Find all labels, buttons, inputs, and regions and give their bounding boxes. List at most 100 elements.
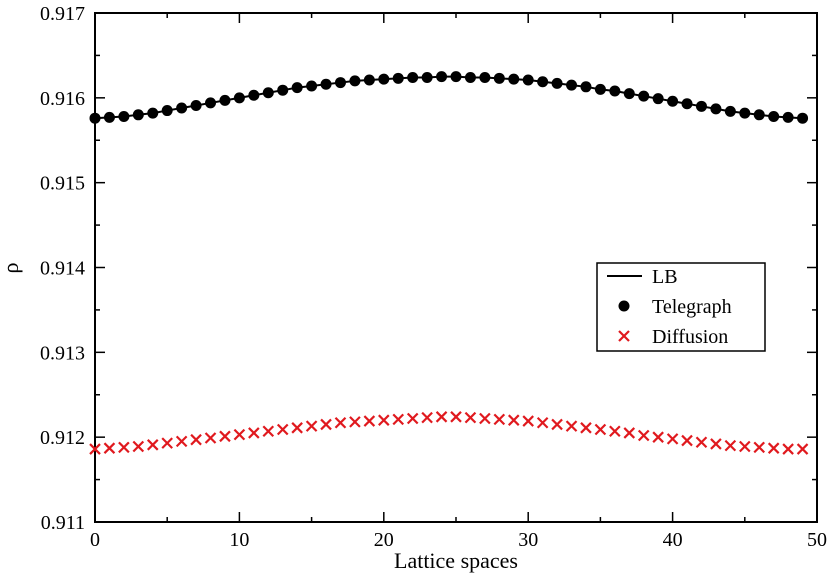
x-tick-label: 40	[663, 529, 683, 551]
y-tick-label: 0.912	[40, 427, 85, 449]
data-point	[479, 412, 491, 425]
data-point	[479, 71, 491, 83]
data-point	[767, 442, 780, 454]
data-point	[103, 111, 115, 123]
data-point	[406, 412, 419, 425]
data-point	[724, 439, 737, 452]
data-point	[782, 111, 794, 123]
data-point	[739, 440, 751, 453]
data-point	[638, 90, 650, 102]
data-point	[132, 440, 145, 453]
data-point	[176, 102, 188, 114]
data-point	[407, 71, 419, 83]
data-point	[537, 76, 549, 88]
legend-lb-label: LB	[652, 266, 678, 288]
data-point	[89, 443, 101, 455]
data-point	[233, 428, 246, 441]
data-point	[146, 439, 159, 451]
data-point	[219, 430, 231, 443]
data-point	[103, 442, 116, 454]
data-point	[753, 441, 766, 454]
data-point	[666, 433, 679, 445]
y-tick-label: 0.917	[40, 3, 85, 25]
data-point	[637, 429, 650, 442]
y-tick-label: 0.914	[40, 258, 85, 280]
y-tick-label: 0.913	[40, 342, 85, 364]
x-tick-label: 10	[229, 529, 249, 551]
data-point	[753, 109, 765, 121]
data-point	[695, 100, 707, 112]
data-point	[175, 435, 188, 448]
data-point	[566, 79, 578, 91]
data-point	[623, 88, 635, 100]
data-point	[450, 411, 462, 423]
legend-telegraph-label: Telegraph	[652, 296, 732, 318]
data-point	[161, 105, 173, 117]
data-point	[378, 73, 390, 85]
data-point	[797, 112, 809, 124]
ticks: 0 10 20 30 40 50 0.911 0.912 0.913 0.914 0.915 0.91…	[40, 3, 827, 551]
data-point	[248, 427, 260, 439]
legend: LB Telegraph Diffusion	[596, 262, 766, 352]
y-tick-label: 0.911	[41, 512, 85, 534]
data-point	[161, 437, 173, 449]
data-point	[378, 414, 390, 426]
data-point	[609, 85, 621, 97]
data-point	[118, 441, 130, 454]
data-point	[739, 107, 751, 119]
data-point	[652, 93, 664, 105]
data-point	[421, 71, 433, 83]
data-point	[609, 425, 621, 438]
data-point	[507, 414, 520, 426]
data-point	[551, 418, 563, 431]
data-point	[276, 423, 289, 436]
data-point	[190, 99, 202, 111]
y-tick-label: 0.916	[40, 88, 85, 110]
series-telegraph	[89, 71, 809, 124]
data-point	[450, 71, 462, 83]
data-point	[320, 418, 332, 431]
data-point	[435, 411, 448, 423]
data-point	[464, 71, 476, 83]
legend-telegraph-marker	[618, 300, 630, 312]
data-point	[710, 438, 722, 450]
legend-diffusion-marker	[618, 330, 630, 342]
data-point	[132, 109, 144, 121]
data-point	[349, 416, 361, 428]
data-point	[190, 433, 202, 446]
data-point	[594, 423, 607, 436]
data-point	[667, 95, 679, 107]
series-lb	[94, 75, 803, 120]
data-point	[334, 416, 347, 429]
data-point	[768, 110, 780, 122]
data-point	[291, 82, 303, 94]
x-tick-label: 30	[518, 529, 538, 551]
data-point	[205, 97, 217, 109]
series-layer	[89, 71, 809, 455]
data-point	[320, 78, 332, 90]
data-point	[594, 83, 606, 95]
data-point	[305, 420, 318, 432]
data-point	[233, 92, 245, 104]
data-point	[392, 413, 405, 426]
y-tick-label: 0.915	[40, 173, 85, 195]
data-point	[796, 443, 809, 455]
data-point	[277, 84, 289, 96]
data-point	[623, 427, 636, 439]
data-point	[508, 73, 520, 85]
x-axis-label: Lattice spaces	[394, 548, 518, 573]
y-axis-label: ρ	[0, 262, 23, 273]
data-point	[782, 443, 794, 455]
data-point	[710, 103, 722, 115]
data-point	[522, 415, 534, 427]
x-tick-label: 50	[807, 529, 827, 551]
data-point	[695, 436, 708, 449]
data-point	[464, 411, 477, 424]
data-point	[363, 74, 375, 86]
data-point	[580, 81, 592, 93]
x-tick-label: 20	[374, 529, 394, 551]
data-point	[262, 425, 275, 438]
data-point	[291, 422, 303, 434]
data-point	[421, 411, 433, 424]
